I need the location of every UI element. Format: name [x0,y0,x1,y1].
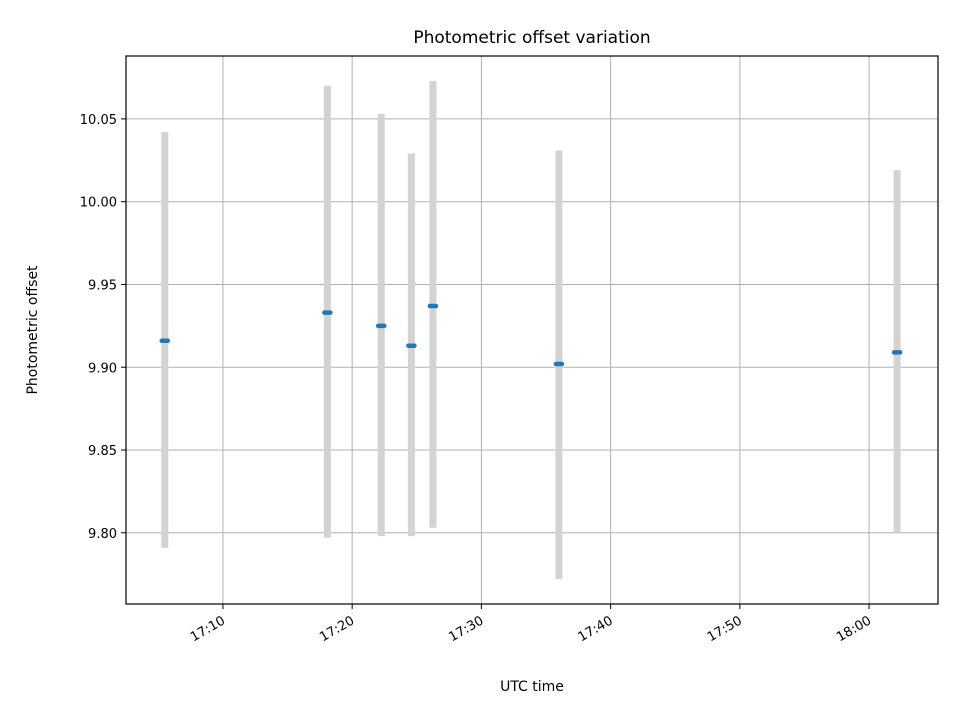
data-points [159,303,903,367]
error-bars [161,80,901,580]
x-tick-label: 17:10 [188,613,228,645]
x-axis-label: UTC time [500,679,564,695]
grid [126,56,938,604]
y-tick-label: 10.05 [80,113,117,128]
x-tick-label: 18:00 [834,613,874,645]
y-axis-label: Photometric offset [25,265,41,395]
chart-title: Photometric offset variation [413,28,650,48]
axis-ticks: 17:10 17:20 17:30 17:40 17:50 18:00 9.80 9.85 9.… [80,113,874,645]
y-tick-label: 9.85 [88,444,117,459]
y-tick-label: 9.95 [88,278,117,293]
x-tick-label: 17:40 [576,613,616,645]
x-tick-label: 17:30 [446,613,486,645]
y-tick-label: 9.90 [88,361,117,376]
y-tick-label: 10.00 [80,196,117,211]
plot-frame [125,55,939,605]
x-tick-label: 17:50 [705,613,745,645]
x-tick-label: 17:20 [317,613,357,645]
y-tick-label: 9.80 [88,527,117,542]
